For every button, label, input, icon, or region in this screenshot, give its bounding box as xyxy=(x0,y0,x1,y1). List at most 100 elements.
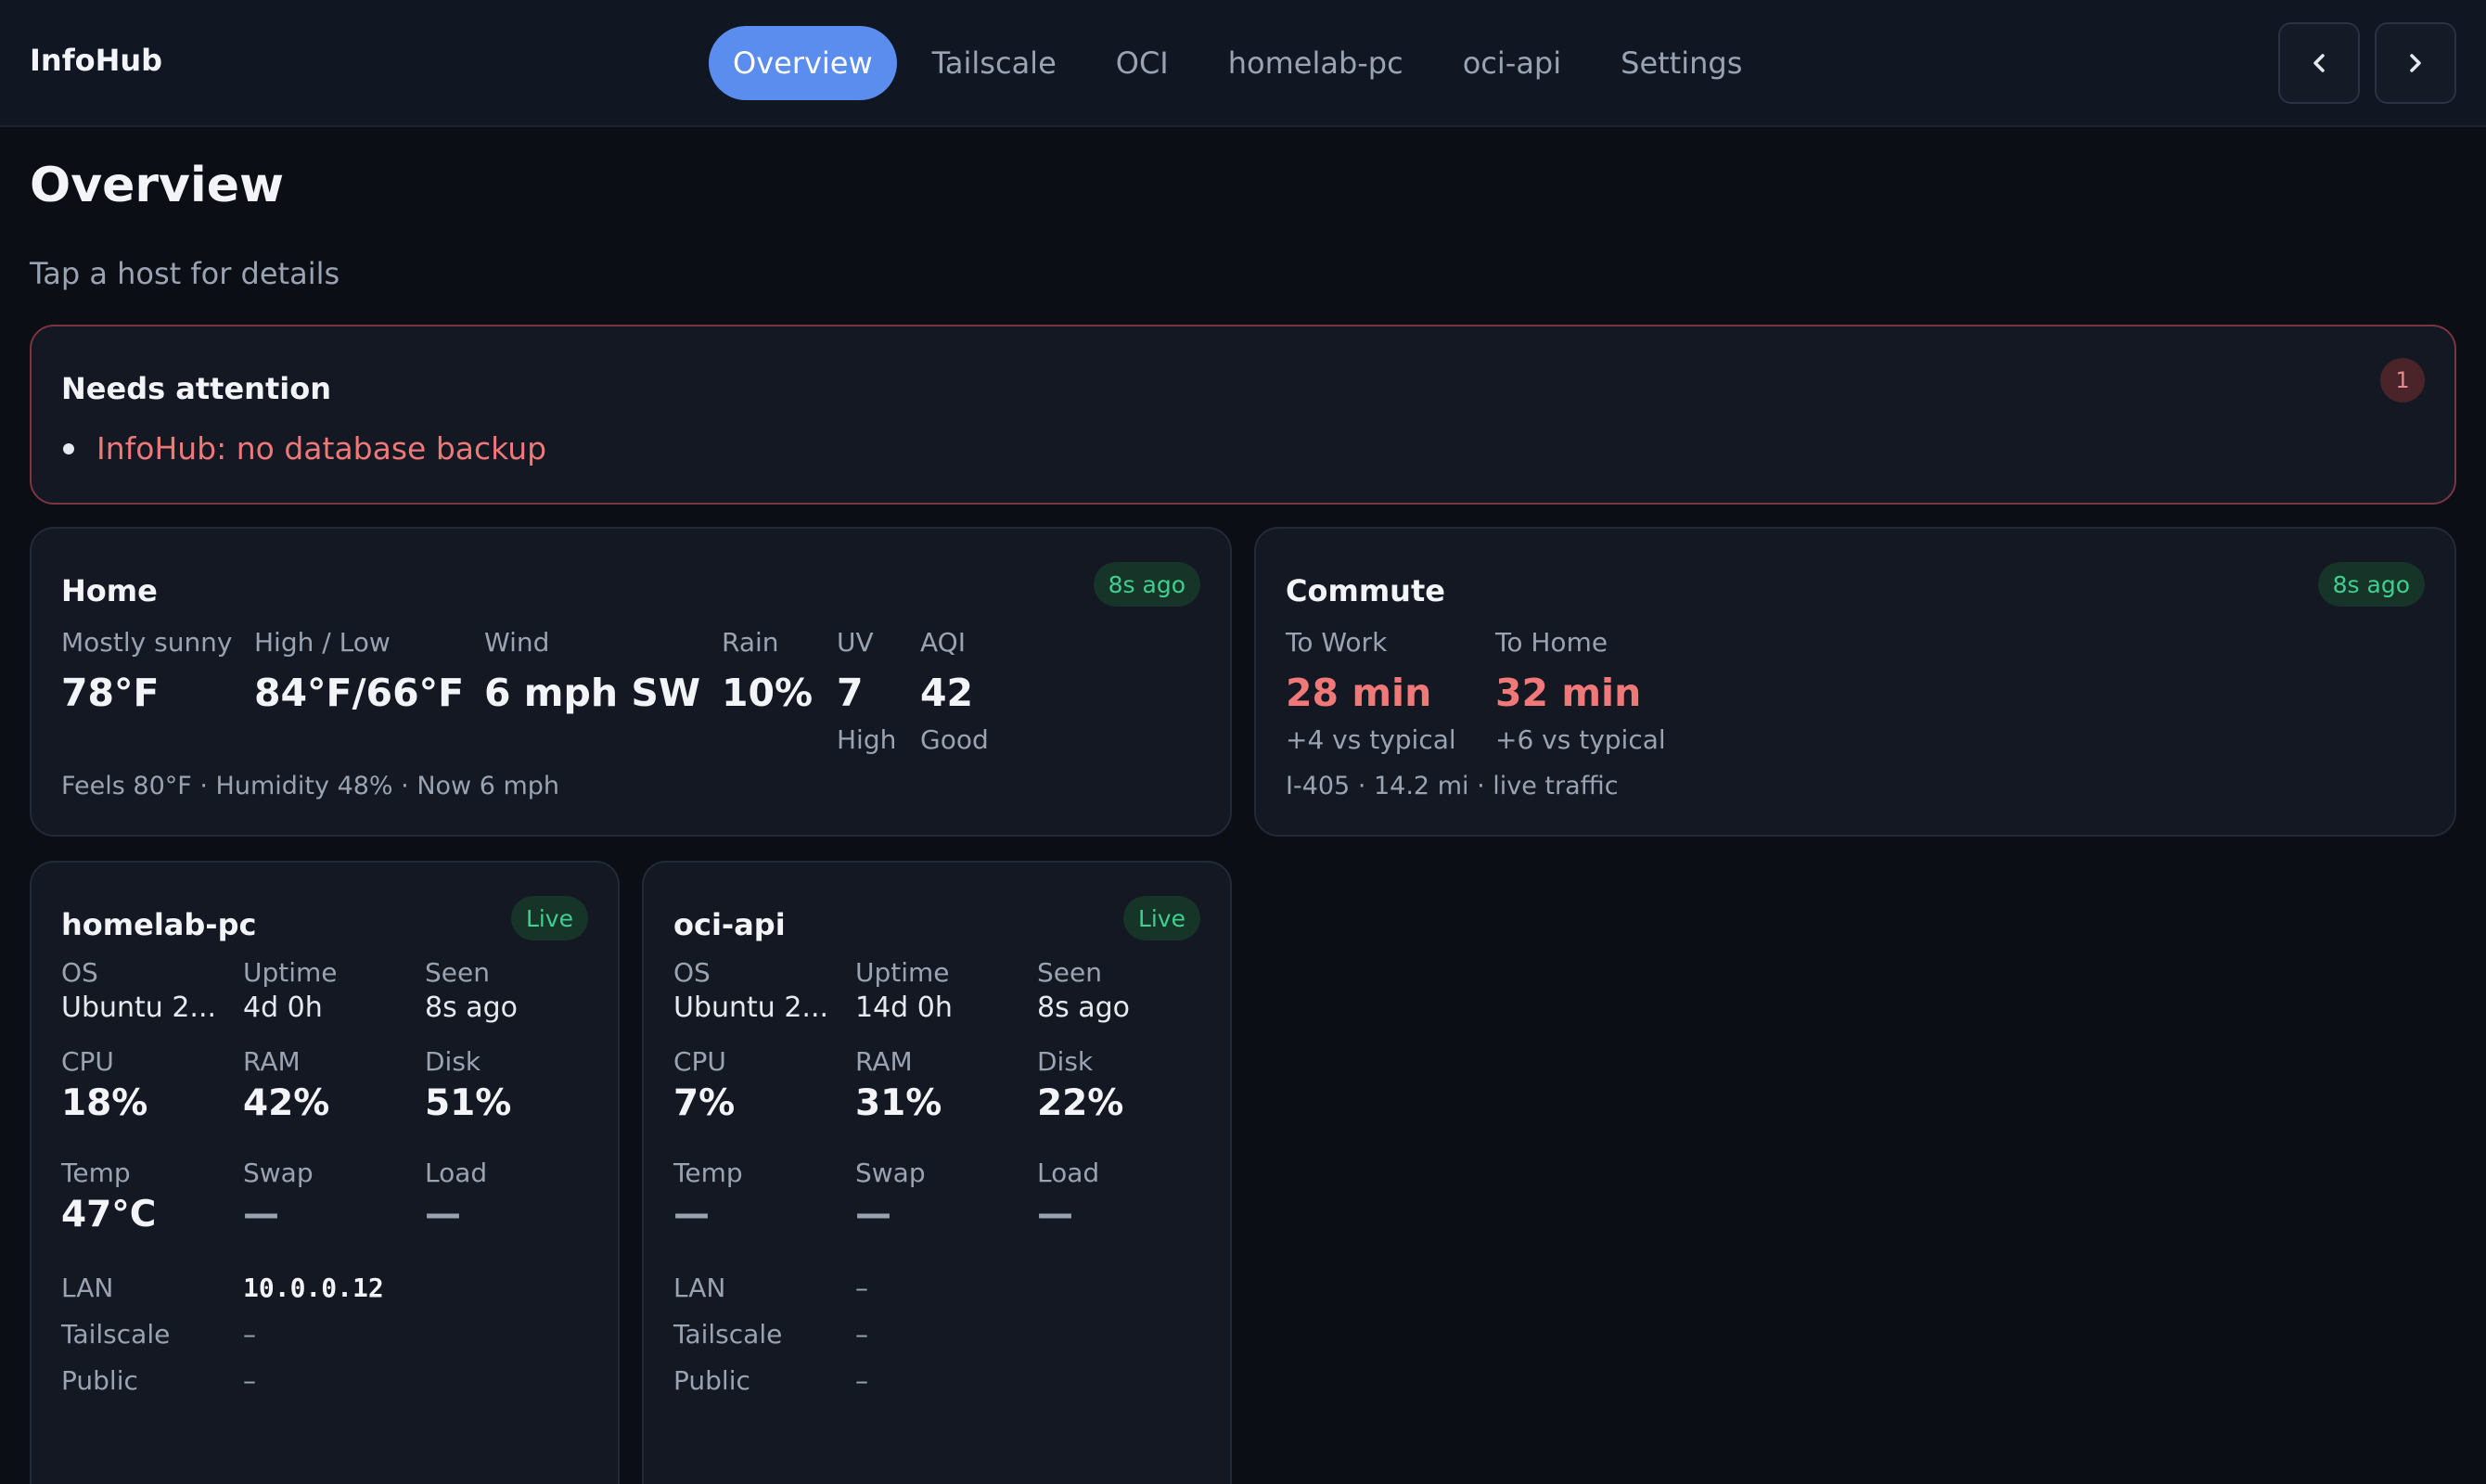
attention-count-badge: 1 xyxy=(2380,358,2425,403)
host-temp-value: — xyxy=(673,1194,710,1235)
home-weather-card[interactable]: Home 8s ago Mostly sunny 78°F High / Low… xyxy=(30,527,1232,837)
host-load-value: — xyxy=(425,1194,461,1235)
attention-list: InfoHub: no database backup xyxy=(63,430,546,467)
tab-homelab-pc[interactable]: homelab-pc xyxy=(1227,45,1403,81)
tab-settings[interactable]: Settings xyxy=(1621,45,1743,81)
host-uptime: Uptime 14d 0h xyxy=(855,957,1024,1024)
host-seen: Seen 8s ago xyxy=(1037,957,1206,1024)
host-ram: RAM 42% xyxy=(243,1046,412,1124)
commute-to-work-label: To Work xyxy=(1286,627,1388,658)
host-uptime-label: Uptime xyxy=(855,957,950,988)
host-disk-value: 51% xyxy=(425,1082,512,1124)
host-swap-label: Swap xyxy=(855,1158,926,1188)
host-card-homelab-pc[interactable]: homelab-pc Live OS Ubuntu 2... Uptime 4d… xyxy=(30,861,620,1484)
host-lan-value: 10.0.0.12 xyxy=(243,1273,384,1303)
host-seen-value: 8s ago xyxy=(1037,991,1131,1024)
weather-footnote: Feels 80°F · Humidity 48% · Now 6 mph xyxy=(61,772,560,800)
commute-to-work: To Work 28 min +4 vs typical xyxy=(1286,627,1456,755)
host-tailscale-value: – xyxy=(855,1319,868,1350)
weather-uv-value: 7 xyxy=(837,671,864,715)
tab-oci[interactable]: OCI xyxy=(1115,45,1169,81)
host-load: Load — xyxy=(1037,1158,1206,1235)
host-seen-label: Seen xyxy=(425,957,490,988)
page-title: Overview xyxy=(30,158,285,213)
tab-oci-api[interactable]: oci-api xyxy=(1462,45,1562,81)
attention-card: Needs attention 1 InfoHub: no database b… xyxy=(30,325,2456,505)
host-ram: RAM 31% xyxy=(855,1046,1024,1124)
host-disk-label: Disk xyxy=(1037,1046,1094,1077)
attention-item[interactable]: InfoHub: no database backup xyxy=(63,430,546,467)
host-disk-value: 22% xyxy=(1037,1082,1124,1124)
host-load-value: — xyxy=(1037,1194,1073,1235)
weather-uv-sub: High xyxy=(837,724,897,755)
commute-card[interactable]: Commute 8s ago To Work 28 min +4 vs typi… xyxy=(1254,527,2456,837)
tab-overview[interactable]: Overview xyxy=(709,26,897,100)
host-public-value: – xyxy=(243,1365,256,1396)
host-uptime: Uptime 4d 0h xyxy=(243,957,412,1024)
weather-wind: Wind 6 mph SW xyxy=(484,627,700,715)
weather-highlow-value: 84°F/66°F xyxy=(254,671,465,715)
host-name: homelab-pc xyxy=(61,907,257,942)
host-tailscale-label: Tailscale xyxy=(61,1319,171,1350)
weather-aqi-label: AQI xyxy=(920,627,966,658)
host-disk: Disk 22% xyxy=(1037,1046,1206,1124)
host-swap: Swap — xyxy=(243,1158,412,1235)
weather-rain-value: 10% xyxy=(722,671,814,715)
host-seen-label: Seen xyxy=(1037,957,1102,988)
chevron-left-icon xyxy=(2313,54,2325,72)
host-uptime-label: Uptime xyxy=(243,957,338,988)
host-public-value: – xyxy=(855,1365,868,1396)
host-cpu-label: CPU xyxy=(673,1046,726,1077)
weather-wind-value: 6 mph SW xyxy=(484,671,701,715)
host-status-badge: Live xyxy=(510,896,588,940)
host-cpu: CPU 7% xyxy=(673,1046,842,1124)
host-disk-label: Disk xyxy=(425,1046,481,1077)
home-title: Home xyxy=(61,573,158,608)
host-os: OS Ubuntu 2... xyxy=(673,957,842,1024)
next-button[interactable] xyxy=(2375,22,2456,104)
host-lan-value: – xyxy=(855,1273,868,1303)
host-load: Load — xyxy=(425,1158,594,1235)
host-ram-value: 31% xyxy=(855,1082,942,1124)
host-lan-label: LAN xyxy=(673,1273,726,1303)
weather-wind-label: Wind xyxy=(484,627,550,658)
host-swap-value: — xyxy=(855,1194,891,1235)
host-public-label: Public xyxy=(673,1365,750,1396)
host-swap-label: Swap xyxy=(243,1158,314,1188)
weather-uv-label: UV xyxy=(837,627,874,658)
host-ram-label: RAM xyxy=(243,1046,301,1077)
commute-to-home-label: To Home xyxy=(1495,627,1608,658)
weather-condition: Mostly sunny 78°F xyxy=(61,627,233,715)
prev-button[interactable] xyxy=(2278,22,2360,104)
commute-to-home: To Home 32 min +6 vs typical xyxy=(1495,627,1666,755)
host-temp-label: Temp xyxy=(673,1158,743,1188)
top-bar: InfoHub Overview Tailscale OCI homelab-p… xyxy=(0,0,2486,127)
host-load-label: Load xyxy=(1037,1158,1100,1188)
commute-to-work-value: 28 min xyxy=(1286,671,1432,715)
host-ram-value: 42% xyxy=(243,1082,330,1124)
host-card-oci-api[interactable]: oci-api Live OS Ubuntu 2... Uptime 14d 0… xyxy=(642,861,1232,1484)
attention-title: Needs attention xyxy=(61,371,331,406)
host-temp-label: Temp xyxy=(61,1158,131,1188)
host-ram-label: RAM xyxy=(855,1046,913,1077)
tab-tailscale[interactable]: Tailscale xyxy=(931,45,1057,81)
host-temp: Temp 47°C xyxy=(61,1158,230,1235)
commute-footnote: I-405 · 14.2 mi · live traffic xyxy=(1286,772,1619,800)
bullet-icon xyxy=(63,442,74,454)
commute-to-home-value: 32 min xyxy=(1495,671,1642,715)
commute-updated-badge: 8s ago xyxy=(2317,562,2425,607)
commute-to-work-sub: +4 vs typical xyxy=(1286,724,1456,755)
weather-condition-label: Mostly sunny xyxy=(61,627,233,658)
host-cpu-value: 7% xyxy=(673,1082,736,1124)
commute-to-home-sub: +6 vs typical xyxy=(1495,724,1666,755)
commute-title: Commute xyxy=(1286,573,1445,608)
nav-tabs: Overview Tailscale OCI homelab-pc oci-ap… xyxy=(709,26,1777,100)
host-tailscale-label: Tailscale xyxy=(673,1319,783,1350)
host-status-badge: Live xyxy=(1122,896,1200,940)
page-subtitle: Tap a host for details xyxy=(30,256,340,291)
host-uptime-value: 4d 0h xyxy=(243,991,323,1024)
weather-temp-value: 78°F xyxy=(61,671,160,715)
host-os-value: Ubuntu 2... xyxy=(673,991,829,1024)
host-seen-value: 8s ago xyxy=(425,991,519,1024)
host-temp: Temp — xyxy=(673,1158,842,1235)
